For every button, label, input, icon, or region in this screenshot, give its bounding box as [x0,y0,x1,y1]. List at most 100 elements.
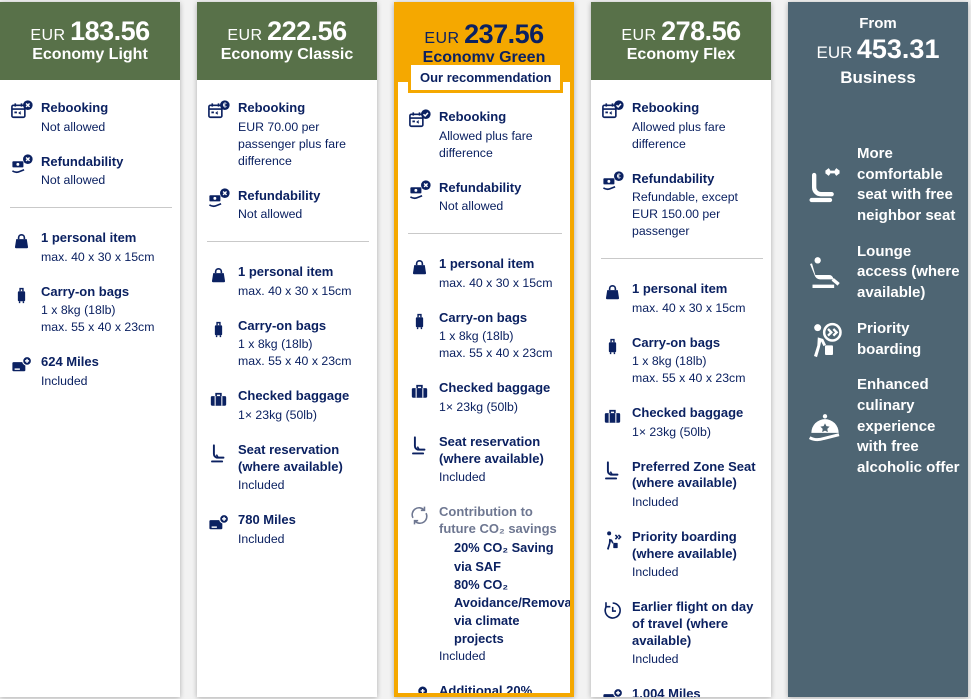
business-currency: EUR [816,43,853,62]
fare-header: EUR 222.56 Economy Classic [197,2,377,80]
carry-on-icon [214,321,223,337]
points-plus-icon [418,686,428,693]
refund-x-icon [11,153,33,173]
fare-price: EUR 237.56 [398,21,570,48]
feature-row: Seat reservation (where available) Includ… [408,434,562,486]
feature-row: 1 personal item max. 40 x 30 x 15cm [10,230,172,266]
feature-title: 1 personal item [632,281,728,297]
feature-text: Contribution to future CO₂ savings 20% CO… [439,504,570,665]
miles-icon [207,512,230,548]
feature-text: 1 personal item max. 40 x 30 x 15cm [238,264,369,300]
feature-title: Earlier flight on day of travel (where a… [632,599,754,648]
carry-on-icon [601,335,624,388]
feature-title: Additional 20% Miles and 20% Points and … [439,683,533,697]
feature-title: Rebooking [41,100,109,115]
feature-detail: 1 x 8kg (18lb) [238,337,313,352]
feature-title: Checked baggage [238,388,350,404]
refund-x-icon [10,153,33,190]
fare-card[interactable]: EUR 278.56 Economy Flex Rebooking Allowed p… [591,2,771,697]
miles-icon [603,688,624,697]
feature-text: Additional 20% Miles and 20% Points and … [439,683,562,697]
feature-detail: Included [439,649,486,664]
personal-item-icon [605,285,620,300]
fare-price: EUR 183.56 [0,18,180,45]
refund-x-icon [208,187,230,207]
fare-column-economy-classic[interactable]: EUR 222.56 Economy Classic € Rebooking EUR 7… [197,2,377,697]
refund-x-icon [207,187,230,224]
feature-detail: Allowed plus fare difference [439,128,533,160]
feature-detail: Included [632,565,679,580]
fare-header: EUR 278.56 Economy Flex [591,2,771,80]
feature-text: Carry-on bags 1 x 8kg (18lb) max. 55 x 40 … [632,335,763,388]
fare-column-economy-green[interactable]: EUR 237.56 Economy Green Rebooking Allowed … [394,2,574,697]
feature-detail: max. 40 x 30 x 15cm [238,283,352,298]
feature-row: Rebooking Allowed plus fare difference [408,109,562,162]
feature-detail: 1× 23kg (50lb) [632,424,711,439]
personal-item-icon [408,256,431,292]
feature-row: Additional 20% Miles and 20% Points and … [408,683,562,697]
co2-icon [411,506,428,525]
feature-row: Earlier flight on day of travel (where a… [601,599,763,668]
refund-x-icon [409,179,431,199]
fare-card[interactable]: EUR 183.56 Economy Light Rebooking Not allo… [0,2,180,697]
feature-row: Rebooking Allowed plus fare difference [601,100,763,153]
rebooking-x-icon [11,100,33,119]
fare-column-business[interactable]: From EUR 453.31 Business More comfortabl… [788,2,968,697]
feature-title: Seat reservation (where available) [439,433,544,466]
feature-title: Refundability [632,170,715,186]
personal-item-icon [14,234,29,249]
lounge-icon [810,256,840,288]
feature-row: Carry-on bags 1 x 8kg (18lb) max. 55 x 40 … [10,284,172,337]
feature-row: Preferred Zone Seat (where available) Inc… [601,459,763,511]
rebooking-check-icon [602,100,624,119]
seat-icon [605,461,619,480]
fare-column-economy-light[interactable]: EUR 183.56 Economy Light Rebooking Not allo… [0,2,180,697]
feature-text: Checked baggage 1× 23kg (50lb) [632,405,763,441]
fare-currency: EUR [424,30,460,48]
business-feature-row: Priority boarding [802,319,960,360]
feature-detail: 1 x 8kg (18lb) [632,354,707,369]
feature-row: 624 Miles Included [10,354,172,390]
feature-title: 1 personal item [238,264,334,280]
rebooking-check-icon [409,109,431,128]
feature-text: Seat reservation (where available) Includ… [439,434,562,486]
section-divider [601,258,763,260]
rebooking-x-icon [10,100,33,136]
fare-card[interactable]: EUR 222.56 Economy Classic € Rebooking EUR 7… [197,2,377,697]
fare-price: EUR 222.56 [197,18,377,45]
priority-boarding-biz-icon [814,322,842,357]
points-plus-icon [408,683,431,693]
personal-item-icon [412,260,427,275]
feature-detail: EUR 70.00 per passenger plus fare differ… [238,119,347,168]
business-feature-row: Lounge access (where available) [802,242,960,304]
checked-baggage-icon [408,380,431,416]
refund-x-icon [408,179,431,216]
culinary-icon [808,414,840,442]
rebooking-euro-icon: € [208,100,230,119]
business-price: EUR 453.31 [796,34,960,65]
fare-column-economy-flex[interactable]: EUR 278.56 Economy Flex Rebooking Allowed p… [591,2,771,697]
feature-row: Refundability Not allowed [207,188,369,224]
carry-on-icon [10,284,33,337]
business-feature-text: More comfortable seat with free neighbor… [857,145,956,225]
culinary-icon [802,407,848,447]
miles-icon [209,514,230,530]
feature-title: Priority boarding (where available) [632,529,737,561]
business-amount: 453.31 [856,34,940,64]
checked-baggage-icon [411,385,428,399]
earlier-flight-icon [601,599,624,668]
feature-text: 1 personal item max. 40 x 30 x 15cm [632,281,763,317]
feature-text: 780 Miles Included [238,512,369,548]
feature-text: 624 Miles Included [41,354,172,390]
rebooking-check-icon [601,100,624,153]
feature-text: 1 personal item max. 40 x 30 x 15cm [41,230,172,266]
feature-row: € Refundability Refundable, except EUR 150… [601,171,763,241]
feature-text: Checked baggage 1× 23kg (50lb) [238,388,369,424]
business-card[interactable]: From EUR 453.31 Business More comfortabl… [788,2,968,697]
feature-row: Checked baggage 1× 23kg (50lb) [207,388,369,424]
personal-item-icon [207,264,230,300]
feature-text: Refundability Not allowed [41,154,172,190]
fare-name: Economy Classic [220,46,354,64]
fare-card[interactable]: EUR 237.56 Economy Green Rebooking Allowed … [394,2,574,697]
